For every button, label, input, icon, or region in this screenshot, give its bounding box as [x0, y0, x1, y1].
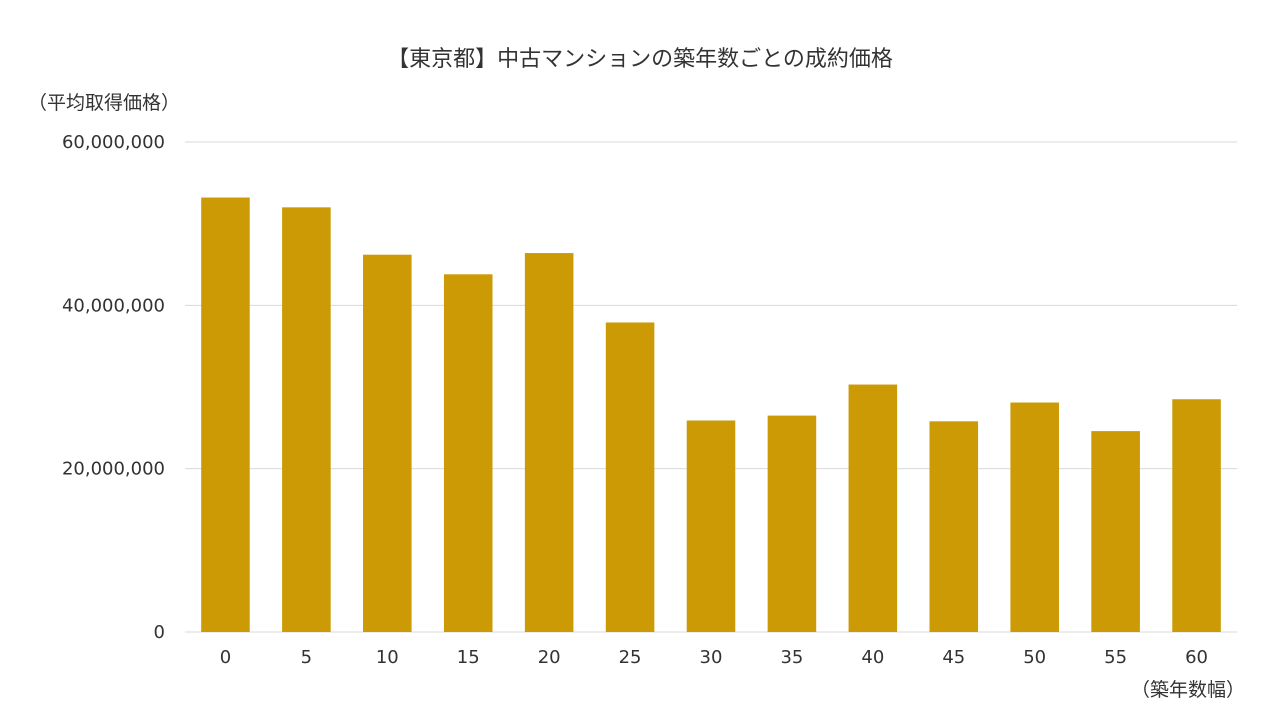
- bar-25: [605, 322, 655, 632]
- x-tick-label: 15: [457, 647, 480, 668]
- bar-55: [1091, 431, 1140, 632]
- x-tick-label: 40: [861, 647, 884, 668]
- chart-title: 【東京都】中古マンションの築年数ごとの成約価格: [387, 47, 893, 72]
- bars-layer: [201, 197, 1221, 633]
- y-tick-label: 40,000,000: [62, 295, 165, 316]
- bar-35: [767, 415, 817, 632]
- x-tick-label: 10: [376, 647, 399, 668]
- x-tick-label: 50: [1023, 647, 1046, 668]
- x-tick-label: 35: [780, 647, 803, 668]
- bar-10: [363, 254, 412, 632]
- y-tick-layer: 0 20,000,000 40,000,000 60,000,000: [62, 132, 165, 643]
- bar-15: [443, 274, 493, 632]
- bar-5: [282, 207, 331, 633]
- x-tick-label: 45: [942, 647, 965, 668]
- bar-40: [848, 384, 898, 632]
- x-tick-label: 20: [538, 647, 561, 668]
- bar-30: [686, 420, 736, 632]
- x-tick-label: 60: [1185, 647, 1208, 668]
- bar-60: [1172, 399, 1221, 632]
- x-tick-label: 5: [301, 647, 312, 668]
- x-tick-label: 55: [1104, 647, 1127, 668]
- y-axis-title: （平均取得価格）: [28, 92, 180, 114]
- x-axis-title: （築年数幅）: [1131, 679, 1245, 701]
- x-tick-label: 30: [700, 647, 723, 668]
- bar-50: [1010, 402, 1059, 632]
- y-tick-label: 60,000,000: [62, 132, 165, 153]
- bar-20: [524, 253, 574, 633]
- y-tick-label: 0: [154, 622, 165, 643]
- x-tick-layer: 0 5 10 15 20 25 30 35 40 45 50 55 60: [220, 647, 1208, 668]
- x-tick-label: 0: [220, 647, 231, 668]
- bar-45: [929, 421, 979, 632]
- y-tick-label: 20,000,000: [62, 459, 165, 480]
- bar-0: [201, 197, 250, 633]
- x-tick-label: 25: [619, 647, 642, 668]
